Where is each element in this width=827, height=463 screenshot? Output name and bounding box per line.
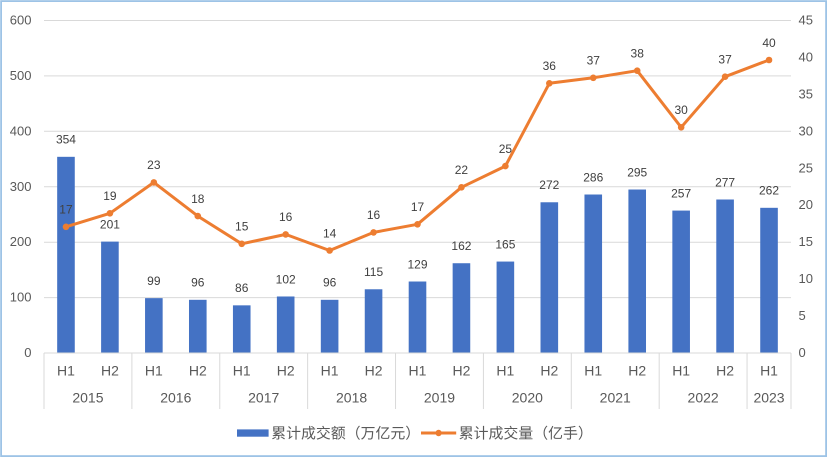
svg-text:H2: H2	[277, 363, 295, 379]
svg-text:262: 262	[759, 184, 779, 198]
svg-text:2015: 2015	[72, 390, 103, 406]
svg-text:0: 0	[799, 345, 806, 360]
svg-text:15: 15	[799, 234, 813, 249]
svg-text:H2: H2	[452, 363, 470, 379]
svg-text:H1: H1	[496, 363, 514, 379]
svg-text:H1: H1	[233, 363, 251, 379]
svg-text:H1: H1	[321, 363, 339, 379]
svg-text:2019: 2019	[424, 390, 455, 406]
svg-text:2016: 2016	[160, 390, 191, 406]
svg-text:H1: H1	[57, 363, 75, 379]
svg-text:37: 37	[718, 53, 732, 67]
svg-text:2020: 2020	[512, 390, 543, 406]
svg-text:272: 272	[539, 178, 559, 192]
svg-text:45: 45	[799, 13, 813, 28]
svg-text:H2: H2	[628, 363, 646, 379]
svg-text:99: 99	[147, 274, 161, 288]
svg-text:17: 17	[59, 203, 73, 217]
svg-text:16: 16	[279, 210, 293, 224]
svg-text:129: 129	[407, 257, 427, 271]
svg-text:H1: H1	[760, 363, 778, 379]
svg-text:500: 500	[10, 68, 32, 83]
svg-text:H1: H1	[584, 363, 602, 379]
svg-text:19: 19	[103, 189, 117, 203]
svg-text:354: 354	[56, 133, 76, 147]
svg-text:H1: H1	[672, 363, 690, 379]
svg-text:23: 23	[147, 158, 161, 172]
svg-text:2018: 2018	[336, 390, 367, 406]
svg-text:20: 20	[799, 197, 813, 212]
svg-text:37: 37	[587, 54, 601, 68]
svg-text:96: 96	[191, 276, 205, 290]
svg-text:H1: H1	[145, 363, 163, 379]
svg-text:H2: H2	[189, 363, 207, 379]
svg-text:17: 17	[411, 200, 425, 214]
svg-text:277: 277	[715, 175, 735, 189]
svg-text:10: 10	[799, 271, 813, 286]
svg-text:25: 25	[499, 142, 513, 156]
svg-text:36: 36	[543, 59, 557, 73]
svg-text:15: 15	[235, 220, 249, 234]
svg-text:2022: 2022	[688, 390, 719, 406]
svg-text:40: 40	[799, 49, 813, 64]
svg-text:30: 30	[799, 123, 813, 138]
svg-text:102: 102	[276, 272, 296, 286]
svg-text:400: 400	[10, 123, 32, 138]
svg-text:165: 165	[495, 238, 515, 252]
svg-text:96: 96	[323, 276, 337, 290]
svg-text:115: 115	[364, 265, 383, 279]
svg-text:16: 16	[367, 208, 381, 222]
svg-text:2023: 2023	[753, 390, 784, 406]
svg-text:5: 5	[799, 308, 806, 323]
svg-text:201: 201	[100, 218, 120, 232]
svg-text:H2: H2	[716, 363, 734, 379]
svg-text:H2: H2	[101, 363, 119, 379]
svg-text:0: 0	[24, 345, 31, 360]
svg-text:18: 18	[191, 192, 205, 206]
svg-text:25: 25	[799, 160, 813, 175]
svg-text:300: 300	[10, 179, 32, 194]
svg-text:295: 295	[627, 165, 647, 179]
svg-text:H1: H1	[409, 363, 427, 379]
svg-text:200: 200	[10, 234, 32, 249]
svg-text:600: 600	[10, 13, 32, 28]
svg-text:100: 100	[10, 290, 32, 305]
svg-text:30: 30	[674, 103, 688, 117]
svg-text:162: 162	[451, 239, 471, 253]
svg-text:257: 257	[671, 187, 691, 201]
svg-text:38: 38	[631, 47, 645, 61]
svg-text:2017: 2017	[248, 390, 279, 406]
svg-text:22: 22	[455, 163, 469, 177]
svg-text:2021: 2021	[600, 390, 631, 406]
svg-text:H2: H2	[365, 363, 383, 379]
svg-text:14: 14	[323, 226, 337, 240]
svg-text:H2: H2	[540, 363, 558, 379]
svg-text:86: 86	[235, 281, 249, 295]
svg-text:286: 286	[583, 170, 603, 184]
svg-text:35: 35	[799, 86, 813, 101]
svg-text:40: 40	[762, 36, 776, 50]
